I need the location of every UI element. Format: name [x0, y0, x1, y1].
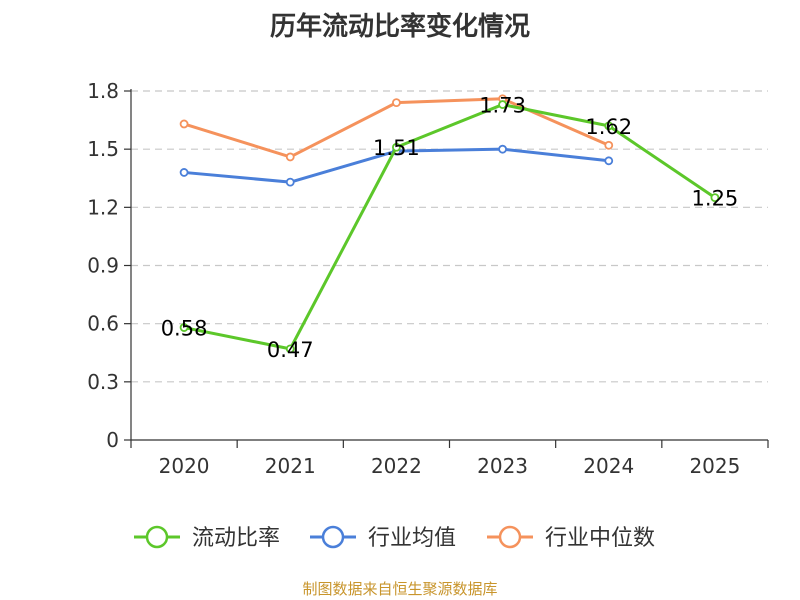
y-tick-label: 0.9	[87, 254, 119, 278]
data-point	[179, 119, 189, 129]
legend-item-0[interactable]: 流动比率	[134, 525, 280, 551]
grid-layer	[131, 90, 768, 383]
label-layer: 0.58 0.47 1.51 1.73 1.62 1.25	[161, 94, 739, 362]
data-label: 1.25	[692, 187, 739, 211]
x-tick-label: 2023	[477, 454, 528, 478]
y-tick-label: 1.8	[87, 79, 119, 103]
series-line-0	[183, 103, 716, 351]
legend-label: 流动比率	[192, 526, 280, 551]
x-tick-label: 2020	[159, 454, 210, 478]
x-tick-label: 2022	[371, 454, 422, 478]
data-point	[604, 121, 614, 131]
legend-swatch-marker	[321, 525, 345, 549]
legend-label: 行业中位数	[545, 526, 655, 551]
series-layer	[179, 94, 720, 354]
data-point	[498, 100, 507, 109]
legend-item-1[interactable]: 行业均值	[310, 525, 456, 551]
y-tick-label: 1.5	[87, 137, 119, 161]
data-point	[392, 98, 401, 108]
data-label: 1.51	[373, 136, 420, 160]
data-point	[498, 144, 507, 154]
data-point	[179, 323, 189, 332]
source-note: 制图数据来自恒生聚源数据库	[302, 580, 498, 598]
axis-layer: 0 0.3 0.6 0.9 1.2 1.5 1.8 2020 2021 2022 2023 2024 2…	[87, 79, 769, 478]
legend-item-2[interactable]: 行业中位数	[487, 525, 655, 551]
data-point	[285, 152, 295, 162]
data-label: 0.58	[161, 317, 208, 341]
y-tick-label: 1.2	[87, 195, 119, 219]
data-point	[710, 193, 720, 203]
data-label: 1.62	[585, 115, 632, 139]
y-tick-label: 0.6	[87, 312, 119, 336]
x-tick-label: 2025	[689, 454, 740, 478]
y-tick-label: 0	[106, 428, 119, 452]
legend-swatch-marker	[145, 525, 169, 549]
data-point	[179, 168, 189, 177]
data-point	[285, 344, 295, 354]
data-point	[604, 140, 614, 150]
data-label: 1.73	[479, 94, 526, 118]
chart-title: 历年流动比率变化情况	[269, 12, 530, 42]
legend-label: 行业均值	[368, 526, 456, 551]
data-label: 0.47	[267, 338, 314, 362]
legend[interactable]: 流动比率 行业均值 行业中位数	[134, 525, 655, 551]
legend-swatch-marker	[498, 525, 522, 549]
x-tick-label: 2024	[583, 454, 634, 478]
data-point	[392, 142, 401, 152]
data-point	[604, 156, 614, 166]
y-tick-label: 0.3	[87, 370, 119, 394]
x-tick-label: 2021	[265, 454, 316, 478]
data-point	[285, 177, 295, 187]
